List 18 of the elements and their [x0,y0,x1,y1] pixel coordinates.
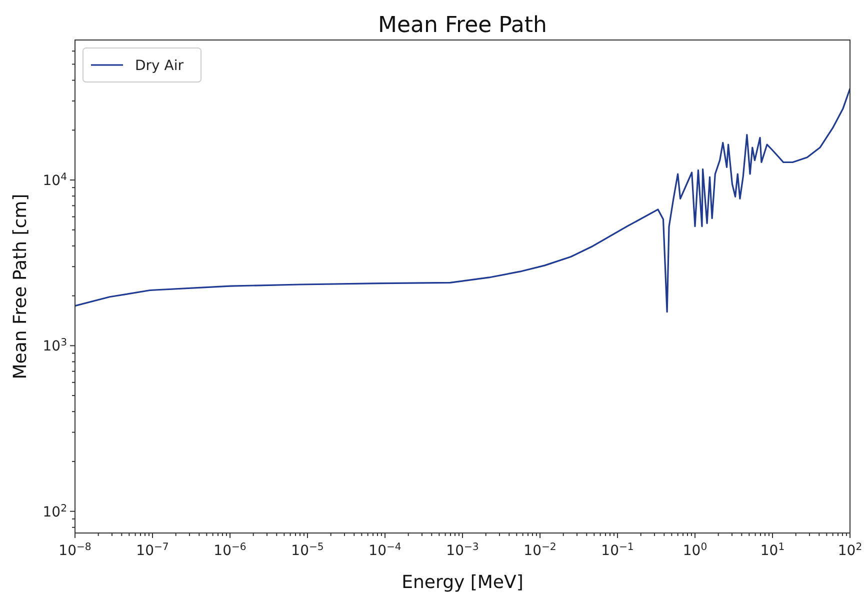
x-tick-label: 10$^{−8}$ [58,542,92,559]
x-tick-label: 10$^{0}$ [682,542,708,559]
y-tick-label: 10$^{2}$ [42,502,67,520]
x-tick-label: 10$^{−4}$ [368,542,402,559]
x-tick-label: 10$^{−3}$ [446,542,479,559]
x-tick-label: 10$^{−7}$ [136,542,169,559]
legend-label: Dry Air [135,58,184,74]
x-tick-label: 10$^{1}$ [760,542,785,559]
x-axis-title: Energy [MeV] [402,572,524,593]
chart-title: Mean Free Path [378,13,547,38]
x-tick-label: 10$^{−6}$ [214,542,246,559]
y-tick-label: 10$^{4}$ [42,172,67,190]
x-tick-label: 10$^{−1}$ [601,542,634,559]
y-tick-label: 10$^{3}$ [42,337,67,355]
x-tick-label: 10$^{−2}$ [524,542,556,559]
x-tick-label: 10$^{−5}$ [291,542,324,559]
y-axis-title: Mean Free Path [cm] [10,194,31,380]
x-tick-label: 10$^{2}$ [838,542,862,559]
